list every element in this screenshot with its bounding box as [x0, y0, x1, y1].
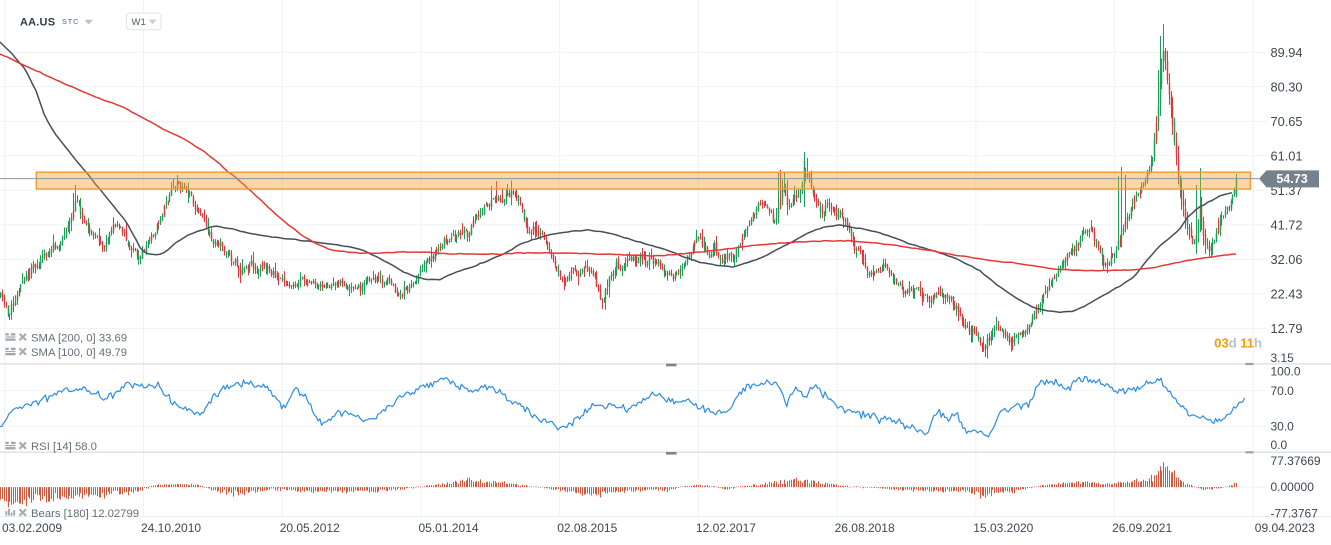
svg-text:Bears [180] 12.02799: Bears [180] 12.02799: [31, 508, 139, 520]
svg-text:05.01.2014: 05.01.2014: [419, 521, 479, 535]
svg-text:26.09.2021: 26.09.2021: [1112, 521, 1172, 535]
svg-text:02.08.2015: 02.08.2015: [557, 521, 617, 535]
svg-text:22.43: 22.43: [1271, 287, 1303, 302]
svg-text:SMA [100, 0] 49.79: SMA [100, 0] 49.79: [31, 347, 127, 359]
svg-text:W1: W1: [132, 17, 146, 28]
svg-text:30.0: 30.0: [1271, 419, 1295, 433]
svg-text:61.01: 61.01: [1271, 149, 1303, 164]
svg-text:0.0: 0.0: [1271, 438, 1288, 452]
svg-text:54.73: 54.73: [1276, 172, 1307, 186]
svg-text:70.65: 70.65: [1271, 114, 1303, 129]
svg-text:09.04.2023: 09.04.2023: [1255, 521, 1315, 535]
svg-text:AA.US: AA.US: [20, 16, 55, 28]
svg-text:3.15: 3.15: [1271, 351, 1295, 365]
svg-text:41.72: 41.72: [1271, 218, 1303, 233]
svg-text:RSI [14] 58.0: RSI [14] 58.0: [31, 441, 97, 453]
svg-text:15.03.2020: 15.03.2020: [973, 521, 1033, 535]
svg-text:03.02.2009: 03.02.2009: [2, 521, 62, 535]
svg-text:03d 11h: 03d 11h: [1214, 336, 1262, 351]
svg-text:26.08.2018: 26.08.2018: [835, 521, 895, 535]
svg-text:12.02.2017: 12.02.2017: [696, 521, 756, 535]
svg-text:STC: STC: [62, 17, 79, 26]
svg-text:89.94: 89.94: [1271, 45, 1303, 60]
svg-text:12.79: 12.79: [1271, 321, 1303, 336]
svg-text:70.0: 70.0: [1271, 384, 1295, 398]
svg-text:SMA [200, 0] 33.69: SMA [200, 0] 33.69: [31, 333, 127, 345]
svg-text:0.00000: 0.00000: [1271, 480, 1315, 494]
svg-text:77.37669: 77.37669: [1271, 454, 1321, 468]
svg-text:100.0: 100.0: [1271, 365, 1301, 379]
svg-text:-77.3767: -77.3767: [1271, 506, 1319, 520]
svg-text:80.30: 80.30: [1271, 80, 1303, 95]
svg-text:32.06: 32.06: [1271, 252, 1303, 267]
svg-text:20.05.2012: 20.05.2012: [280, 521, 340, 535]
svg-text:24.10.2010: 24.10.2010: [141, 521, 201, 535]
